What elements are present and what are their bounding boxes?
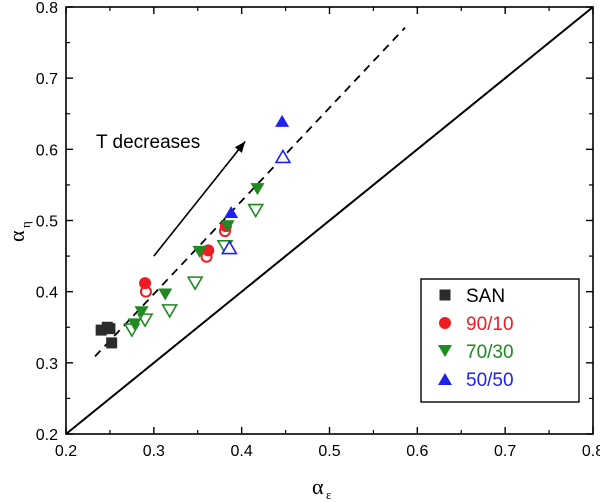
legend-label-san: SAN (466, 286, 505, 307)
legend-label-70-30: 70/30 (466, 342, 514, 363)
data-point-90-10 (139, 277, 152, 290)
legend-label-90-10: 90/10 (466, 314, 514, 335)
arrow-shaft (153, 141, 246, 257)
data-point-50-50-open (220, 239, 238, 255)
axes: 0.2 0.3 0.4 0.5 0.6 0.7 0.8 0.2 0.3 0.4 0.5 0.6 0.7 0… (4, 0, 600, 502)
data-point-70-30-open (247, 203, 265, 219)
y-axis-label-subscript: η (18, 221, 33, 228)
y-tick-label: 0.5 (36, 214, 58, 231)
legend-marker-50-50 (438, 373, 452, 385)
data-point-70-30 (250, 183, 265, 196)
reference-lines (65, 6, 594, 435)
legend-label-50-50: 50/50 (466, 370, 514, 391)
dashed-fit-line (94, 27, 406, 358)
arrow-head-icon (234, 141, 246, 153)
y-tick-label: 0.3 (36, 356, 58, 373)
y-tick-label: 0.2 (36, 427, 58, 444)
diagonal-line (65, 6, 594, 435)
x-tick-label: 0.3 (143, 443, 165, 460)
data-point-50-50 (275, 114, 290, 127)
annotation: T decreases (96, 132, 246, 257)
x-tick-label: 0.4 (231, 443, 253, 460)
y-tick-label: 0.6 (36, 142, 58, 159)
data-point-70-30-open (186, 276, 204, 291)
data-point-70-30 (158, 288, 173, 301)
data-point-san (95, 324, 107, 336)
x-tick-label: 0.5 (318, 443, 340, 460)
data-point-70-30 (134, 306, 149, 319)
data-point-70-30 (192, 245, 207, 258)
data-point-50-50 (224, 205, 239, 218)
legend-marker-70-30 (438, 345, 452, 357)
y-tick-label: 0.4 (36, 285, 58, 302)
data-point-san (106, 337, 118, 349)
data-point-50-50-open (274, 148, 292, 164)
annotation-text: T decreases (96, 132, 200, 153)
legend-marker-san (439, 289, 451, 301)
y-axis-label: α (4, 230, 29, 242)
data-point-70-30-open (161, 304, 179, 319)
data-point-70-30 (220, 220, 235, 233)
x-axis-label: α (312, 474, 324, 499)
x-tick-label: 0.6 (406, 443, 428, 460)
y-tick-label: 0.7 (36, 71, 58, 88)
x-axis-label-subscript: ε (326, 487, 332, 502)
x-tick-label: 0.7 (494, 443, 516, 460)
x-tick-label: 0.8 (582, 443, 600, 460)
data-markers (95, 114, 292, 349)
data-point-san (104, 323, 116, 335)
data-point-70-30 (127, 318, 142, 331)
legend: SAN 90/10 70/30 50/50 (420, 278, 580, 403)
x-tick-label: 0.2 (55, 443, 77, 460)
legend-marker-90-10 (439, 317, 451, 329)
y-tick-label: 0.8 (36, 0, 58, 17)
y-axis-label-group: αη (4, 221, 33, 242)
